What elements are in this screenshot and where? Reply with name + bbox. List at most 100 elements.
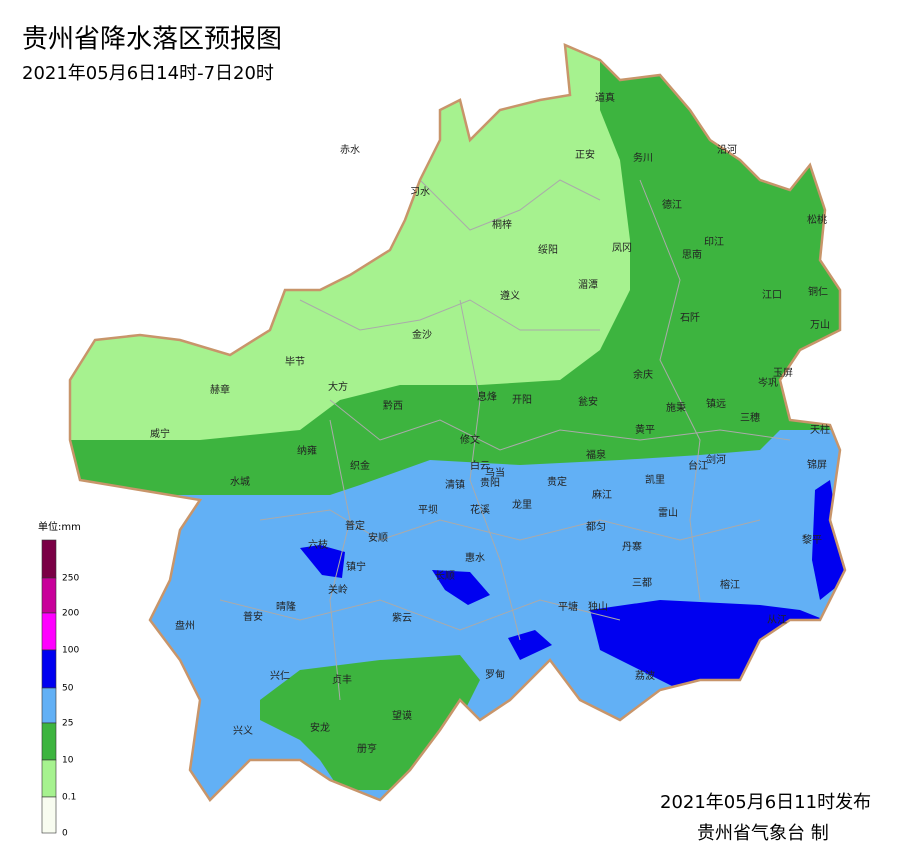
place-label: 乌当	[485, 466, 505, 479]
legend-label: 100	[62, 646, 79, 656]
place-label: 从江	[767, 614, 787, 626]
place-label: 遵义	[500, 289, 520, 302]
legend-label: 50	[62, 684, 74, 694]
place-label: 黄平	[635, 423, 655, 436]
place-label: 岑巩	[758, 377, 778, 389]
place-label: 安龙	[310, 721, 330, 734]
place-label: 丹寨	[622, 540, 642, 553]
legend-swatch	[41, 759, 57, 798]
place-label: 紫云	[392, 612, 412, 624]
place-label: 晴隆	[276, 600, 296, 613]
place-label: 雷山	[658, 507, 678, 519]
place-label: 花溪	[470, 503, 490, 516]
place-label: 开阳	[512, 394, 532, 406]
legend-title: 单位:mm	[38, 520, 81, 533]
place-label: 白云	[470, 459, 490, 472]
place-label: 榕江	[720, 578, 740, 591]
place-label: 修文	[460, 433, 480, 446]
place-label: 湄潭	[578, 279, 598, 291]
place-label: 玉屏	[773, 367, 793, 379]
place-label: 贵定	[547, 475, 567, 488]
place-label: 凯里	[645, 473, 665, 486]
legend-swatch	[41, 577, 57, 614]
place-label: 毕节	[285, 355, 305, 368]
place-label: 福泉	[586, 448, 606, 461]
place-label: 麻江	[592, 488, 612, 501]
place-label: 松桃	[807, 213, 827, 226]
place-label: 万山	[810, 319, 830, 331]
legend-label: 0	[62, 829, 68, 839]
area-50	[590, 600, 825, 690]
place-label: 赤水	[340, 144, 360, 156]
place-label: 凤冈	[612, 242, 632, 254]
legend-label: 250	[62, 574, 79, 584]
place-label: 平坝	[418, 504, 438, 516]
place-label: 平塘	[558, 600, 578, 613]
place-label: 册亨	[357, 742, 377, 755]
place-label: 三穗	[740, 411, 760, 424]
place-label: 息烽	[477, 390, 497, 403]
subtitle: 2021年05月6日14时-7日20时	[22, 63, 274, 84]
place-label: 天柱	[810, 423, 830, 436]
place-label: 清镇	[445, 478, 465, 491]
place-label: 黔西	[383, 399, 403, 412]
place-label: 三都	[632, 577, 652, 589]
place-label: 兴义	[233, 725, 253, 737]
place-label: 正安	[575, 148, 595, 161]
place-label: 施秉	[666, 401, 686, 414]
place-label: 锦屏	[807, 458, 827, 471]
place-label: 纳雍	[297, 444, 317, 457]
legend-label: 200	[62, 609, 79, 619]
place-label: 荔波	[635, 669, 655, 682]
place-label: 普定	[345, 519, 365, 532]
agency: 贵州省气象台 制	[697, 823, 829, 844]
place-label: 安顺	[368, 531, 388, 544]
legend-label: 10	[62, 756, 74, 766]
place-label: 威宁	[150, 427, 170, 440]
legend-swatch	[41, 612, 57, 651]
legend-swatch	[41, 539, 57, 579]
place-label: 金沙	[412, 328, 432, 341]
legend-swatch	[41, 796, 57, 834]
place-label: 黎平	[802, 533, 822, 546]
place-label: 织金	[350, 459, 370, 472]
place-label: 石阡	[680, 312, 700, 324]
place-label: 江口	[762, 289, 782, 301]
place-label: 印江	[704, 236, 724, 248]
place-label: 大方	[328, 380, 348, 393]
place-label: 习水	[410, 186, 430, 198]
place-label: 剑河	[706, 453, 726, 466]
place-label: 台江	[688, 459, 708, 472]
place-label: 都匀	[586, 521, 606, 533]
place-label: 镇宁	[346, 560, 366, 573]
place-label: 长顺	[435, 570, 455, 582]
place-label: 余庆	[633, 368, 653, 381]
place-label: 罗甸	[485, 668, 505, 681]
place-label: 贵阳	[480, 476, 500, 489]
legend-label: 25	[62, 719, 73, 729]
legend: 250 200 100 50 25 10 0.1 0	[41, 539, 79, 839]
place-label: 绥阳	[538, 244, 558, 256]
place-label: 道真	[595, 91, 615, 104]
area-50	[812, 480, 845, 600]
place-label: 盘州	[175, 619, 195, 632]
legend-swatch	[41, 687, 57, 724]
place-label: 赫章	[210, 383, 230, 396]
place-label: 沿河	[717, 144, 737, 156]
place-label: 桐梓	[492, 218, 512, 231]
area-50	[432, 570, 490, 605]
place-label: 镇远	[706, 397, 726, 410]
title: 贵州省降水落区预报图	[22, 25, 282, 55]
place-label: 贞丰	[332, 673, 352, 686]
place-label: 独山	[588, 600, 608, 613]
place-label: 务川	[633, 151, 653, 164]
place-label: 龙里	[512, 498, 532, 511]
place-label: 关岭	[328, 583, 348, 596]
legend-swatch	[41, 722, 57, 761]
legend-swatch	[41, 649, 57, 689]
place-label: 六枝	[308, 538, 328, 551]
place-label: 铜仁	[808, 286, 828, 298]
place-label: 望谟	[392, 709, 412, 722]
